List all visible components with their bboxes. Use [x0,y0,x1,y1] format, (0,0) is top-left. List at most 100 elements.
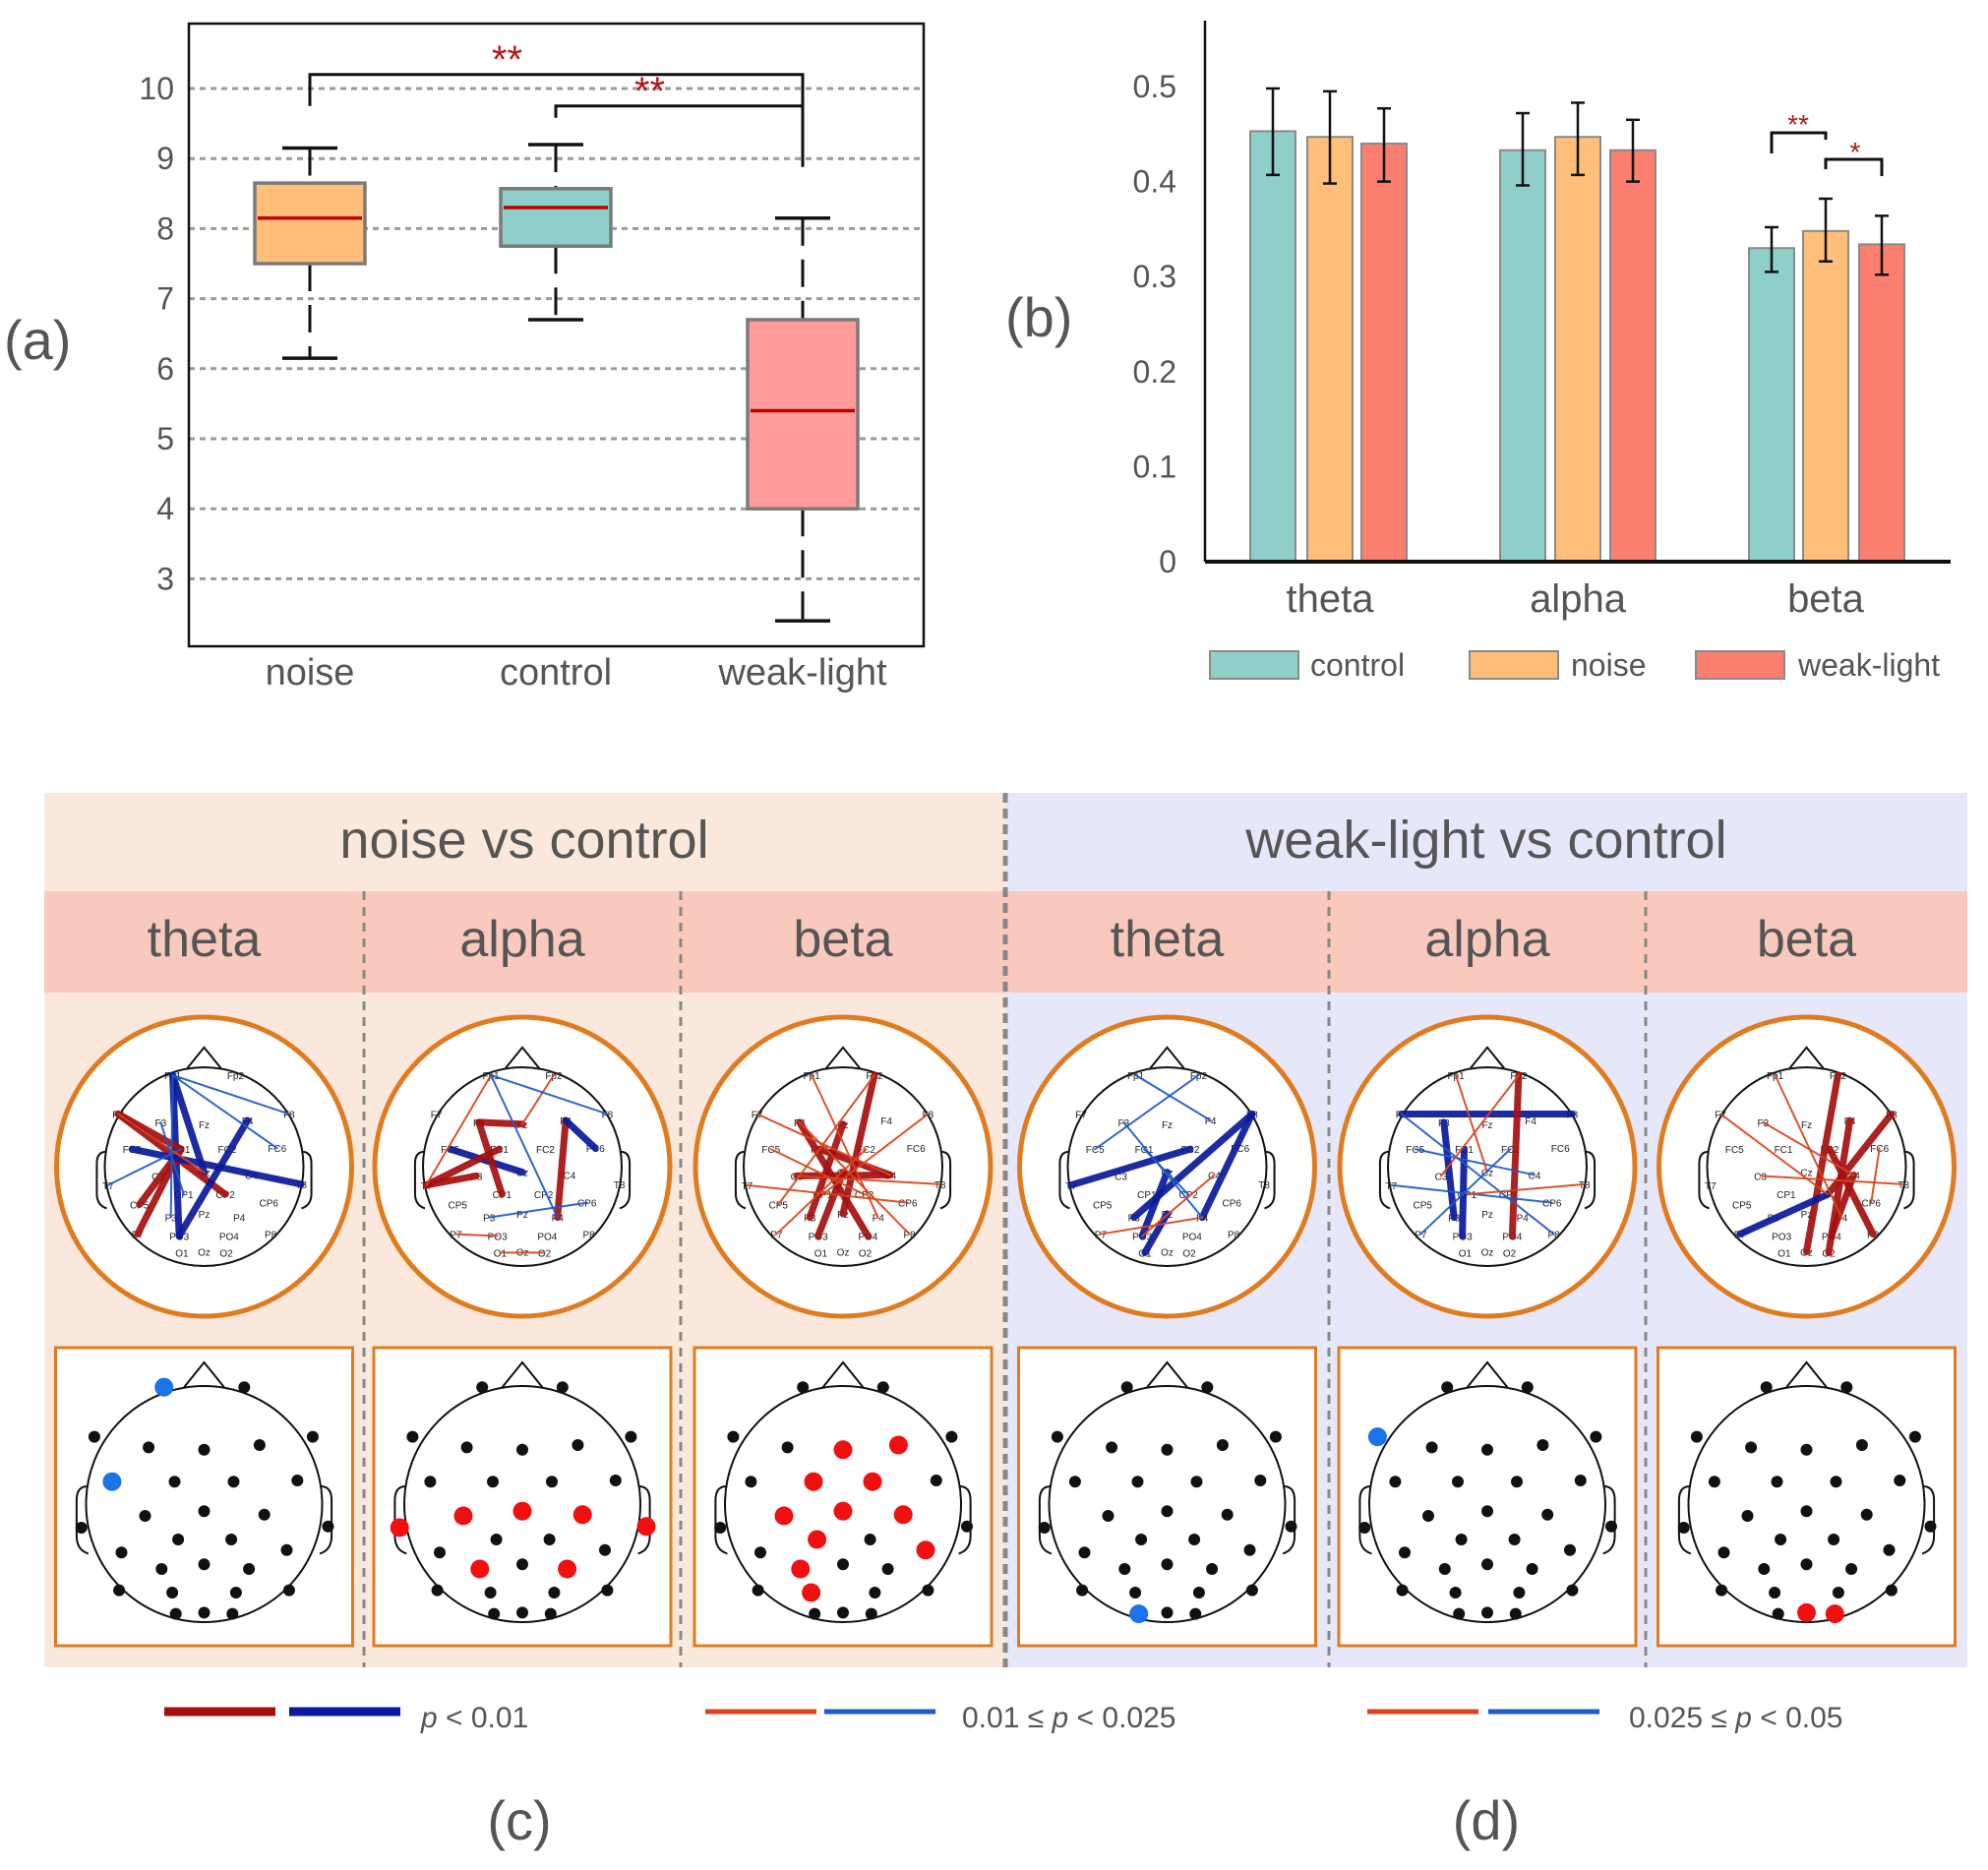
nose-outline [825,1046,861,1069]
y-tick-label: 8 [156,211,174,246]
electrode-label: P4 [233,1214,246,1225]
electrode-dot-FC6 [930,1475,942,1486]
electrode-dot-FC5 [1708,1476,1720,1488]
connection-Fp1-T7 [425,1074,493,1186]
electrode-label: P8 [1548,1231,1561,1241]
electrode-dot-F7 [406,1430,419,1443]
electrode-dot-FC2 [1511,1476,1523,1488]
electrode-label: Cz [1800,1169,1812,1179]
electrode-dot-Pz [837,1558,849,1571]
electrode-dot-P3 [155,1563,168,1575]
electrode-dot-T7 [1677,1522,1690,1534]
electrode-label: T7 [1705,1181,1717,1192]
electrode-dot-C3 [1102,1510,1114,1522]
electrode-dot-FC6 [1894,1475,1906,1486]
electrode-dot-CP2 [1188,1534,1201,1545]
y-tick-label: 6 [156,351,174,387]
electrode-dot-T7 [75,1522,88,1534]
electrode-dot-PO3 [1769,1587,1781,1599]
electrode-dot-Oz [837,1606,849,1619]
electrode-dot-P8 [1245,1584,1258,1597]
electrode-dot-Fz [198,1443,211,1456]
electrode-label: CP1 [1777,1190,1796,1201]
electrode-label: P8 [1228,1231,1240,1241]
bar-control-alpha [1499,149,1546,564]
connection-C3-Fp2 [1440,1074,1520,1177]
electrode-label: F4 [880,1116,892,1127]
legend-label: noise [1571,647,1647,683]
electrode-dot-FC6 [1254,1475,1267,1486]
electrode-label: F4 [1525,1116,1536,1127]
connection-P7-PO3 [454,1233,499,1237]
electrode-label: FC5 [1406,1145,1424,1156]
electrode-dot-O2 [1189,1607,1202,1620]
x-category-label: weak-light [717,652,887,694]
connection-F3-CP1 [159,1120,185,1196]
electrode-label: FC6 [907,1144,926,1155]
significance-bracket [308,73,805,106]
electrode-label: O2 [219,1248,233,1259]
nose-outline [1470,1046,1505,1069]
electrode-dot-CP1 [1455,1534,1468,1545]
connection-P7-FC2 [775,1148,868,1236]
connection-F4-FC6 [562,1116,599,1152]
electrode-dot-P4 [881,1563,894,1575]
electrode-dot-CP5 [434,1546,446,1559]
electrode-label: FC6 [268,1144,286,1155]
electrode-dot-T8 [961,1520,973,1533]
connection-P7-P4 [1099,1216,1204,1236]
electrode-dot-O2 [544,1607,557,1620]
electrode-dot-T7 [1038,1522,1051,1534]
electrode-dot-Fz [516,1443,528,1456]
electrode-label: F8 [283,1110,295,1120]
electrode-dot-Cz [1800,1505,1813,1518]
electrode-dot-PO4 [869,1587,881,1599]
electrode-label: P4 [873,1214,885,1225]
electrode-label: CP6 [1223,1199,1242,1210]
connection-CP1-T8 [1466,1182,1586,1196]
electrode-label: Pz [516,1210,528,1221]
electrode-label: F7 [752,1110,763,1120]
electrode-dot-P8 [282,1584,295,1597]
electrode-dot-C4 [1541,1508,1554,1521]
panel-label-c: (c) [487,1789,551,1851]
electrode-dot-F7 [88,1430,100,1443]
electrode-dot-P4 [243,1563,256,1575]
nose-outline [1788,1046,1825,1069]
electrode-dot-Cz [198,1505,211,1518]
electrode-label: C3 [1114,1172,1127,1182]
box-weak-light [746,318,860,511]
electrode-label: O2 [1182,1248,1196,1259]
electrode-label: CP1 [1137,1190,1157,1201]
band-column-noise-beta: betaFp1Fp2F7F3FzF4F8FC5FC1FC2FC6T7C3CzC4… [693,911,994,1648]
electrode-dot-P7 [113,1584,126,1597]
electrode-dot-FC5 [102,1472,122,1491]
electrode-label: Fp1 [1127,1071,1145,1082]
electrode-dot-P8 [1566,1584,1579,1597]
electrode-label: C4 [1208,1171,1221,1181]
electrode-label: PO4 [1182,1232,1202,1242]
connection-Fp2-Pz [839,1071,878,1218]
connection-Fp2-FC5 [1094,1074,1200,1151]
band-label: theta [1111,911,1225,968]
electrode-dot-PO4 [548,1587,561,1599]
significance-stars: * [1850,137,1861,167]
connection-F3-P3 [1440,1118,1458,1222]
electrode-label: P8 [583,1231,596,1241]
electrode-label: CP5 [1414,1201,1433,1212]
electrode-label: T8 [1579,1180,1591,1191]
connection-FC5-C4 [1414,1148,1536,1176]
electrode-dot-Fp2 [1521,1381,1534,1394]
electrode-dot-CP2 [1508,1534,1521,1545]
electrode-label: PO3 [1772,1232,1791,1242]
connection-Fz-P3 [806,1120,847,1222]
electrode-label: F3 [1758,1118,1770,1129]
connection-FC2-P7 [1419,1148,1512,1236]
electrode-dot-T8 [636,1517,656,1537]
electrode-dot-F7 [1051,1430,1063,1443]
connection-F4-P4 [554,1116,570,1222]
electrode-dot-F4 [888,1435,908,1455]
electrode-dot-Oz [1481,1606,1493,1619]
electrode-dot-P8 [922,1584,934,1597]
